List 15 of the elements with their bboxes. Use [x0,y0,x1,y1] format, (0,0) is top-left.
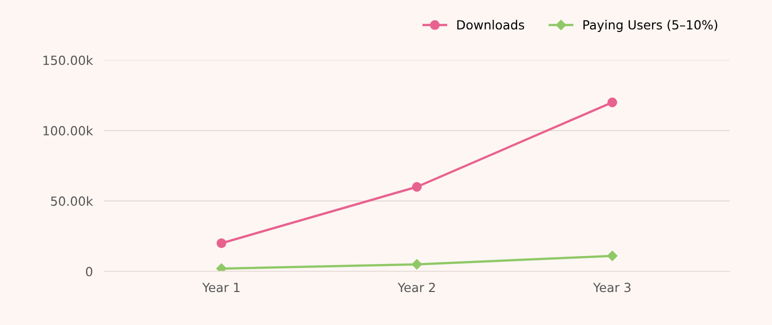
point [607,250,618,261]
y-tick-label: 100.00k [44,126,94,136]
point [216,238,226,248]
y-tick-label: 150.00k [44,55,94,66]
point [216,263,227,272]
point [607,98,618,108]
x-tick-label: Year 1 [202,282,240,292]
legend-label: Paying Users (5–10%) [583,20,718,32]
y-tick-label: 50.00k [51,196,94,206]
x-tick-label: Year 3 [593,282,630,292]
point [412,259,422,270]
y-tick-label: 0 [86,266,92,276]
point [412,182,422,192]
legend-label: Downloads [457,20,524,30]
x-tick-label: Year 2 [398,282,435,292]
